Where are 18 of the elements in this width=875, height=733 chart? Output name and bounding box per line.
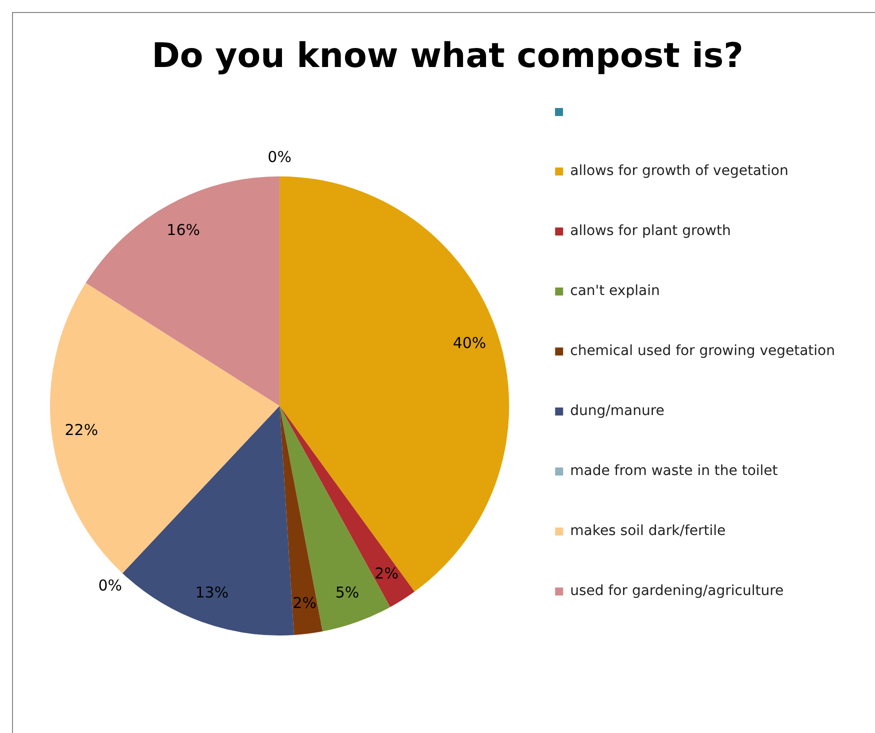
data-label: 2%	[292, 594, 316, 612]
data-label: 5%	[335, 584, 360, 602]
legend-label: dung/manure	[570, 403, 664, 420]
text: 0%	[98, 576, 122, 594]
data-label: 2%	[374, 564, 398, 582]
data-label: 16%	[166, 220, 200, 239]
legend-label: used for gardening/agriculture	[570, 583, 784, 600]
legend-label: chemical used for growing vegetation	[570, 343, 836, 360]
legend-label: makes soil dark/fertile	[570, 523, 726, 540]
legend-label: made from waste in the toilet	[570, 463, 778, 480]
legend-label: allows for plant growth	[570, 223, 731, 240]
chart-title: Do you know what compost is?	[152, 36, 744, 76]
text: 0%	[268, 148, 292, 166]
legend-label: can't explain	[570, 283, 660, 300]
legend-label: allows for growth of vegetation	[570, 163, 788, 180]
data-label: 13%	[195, 584, 229, 602]
data-label: 40%	[452, 334, 486, 352]
data-label: 22%	[64, 420, 98, 439]
